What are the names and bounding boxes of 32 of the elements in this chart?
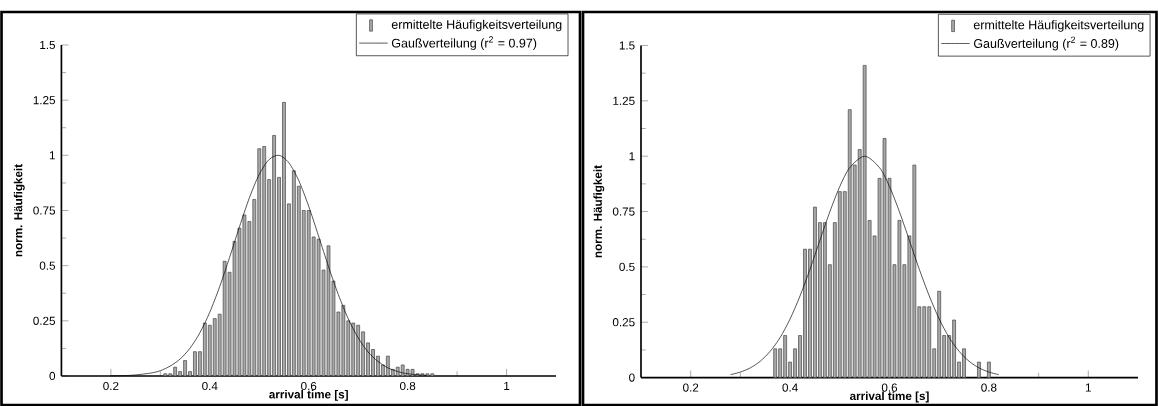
- x-tick-label: 0.8: [399, 381, 416, 391]
- y-tick-label: 1.25: [33, 96, 56, 105]
- y-tick-label: 1.5: [40, 40, 56, 50]
- y-tick-label: 0: [629, 373, 635, 382]
- x-tick-label: 0.4: [782, 383, 798, 392]
- x-tick-label: 1: [1085, 383, 1091, 392]
- y-tick-label: 0.5: [39, 261, 56, 270]
- legend-label: Gaußverteilung (r$^{2}$ = 0.97): [391, 36, 537, 50]
- y-tick-label: 0.25: [612, 318, 635, 327]
- y-tick-label: 0.75: [33, 206, 56, 215]
- y-tick-label: 0.5: [619, 262, 635, 272]
- x-axis-title: arrival time [s]: [269, 389, 348, 401]
- x-tick-label: 1: [504, 381, 510, 390]
- x-axis-title: arrival time [s]: [849, 391, 929, 403]
- y-tick-label: 0.25: [33, 316, 56, 325]
- y-tick-label: 1.5: [619, 41, 635, 50]
- y-axis-title: norm. Häufigkeit: [13, 164, 25, 257]
- x-tick-label: 0.2: [103, 381, 119, 391]
- x-tick-label: 0.2: [683, 383, 699, 392]
- y-tick-label: 1.25: [613, 96, 635, 105]
- legend-label: Gaußverteilung (r$^{2}$ = 0.89): [973, 36, 1119, 51]
- y-tick-label: 0.75: [612, 207, 635, 216]
- x-tick-label: 0.8: [981, 383, 997, 392]
- legend-label: ermittelte Häufigkeitsverteilung: [391, 19, 562, 32]
- x-tick-label: 0.6: [301, 381, 317, 391]
- x-tick-label: 0.6: [881, 383, 898, 392]
- x-tick-label: 0.4: [202, 381, 218, 391]
- y-axis-title: norm. Häufigkeit: [593, 165, 605, 258]
- y-tick-label: 0: [49, 371, 56, 381]
- legend-label: ermittelte Häufigkeitsverteilung: [973, 20, 1144, 32]
- y-tick-label: 1: [629, 152, 635, 161]
- y-tick-label: 1: [49, 151, 55, 160]
